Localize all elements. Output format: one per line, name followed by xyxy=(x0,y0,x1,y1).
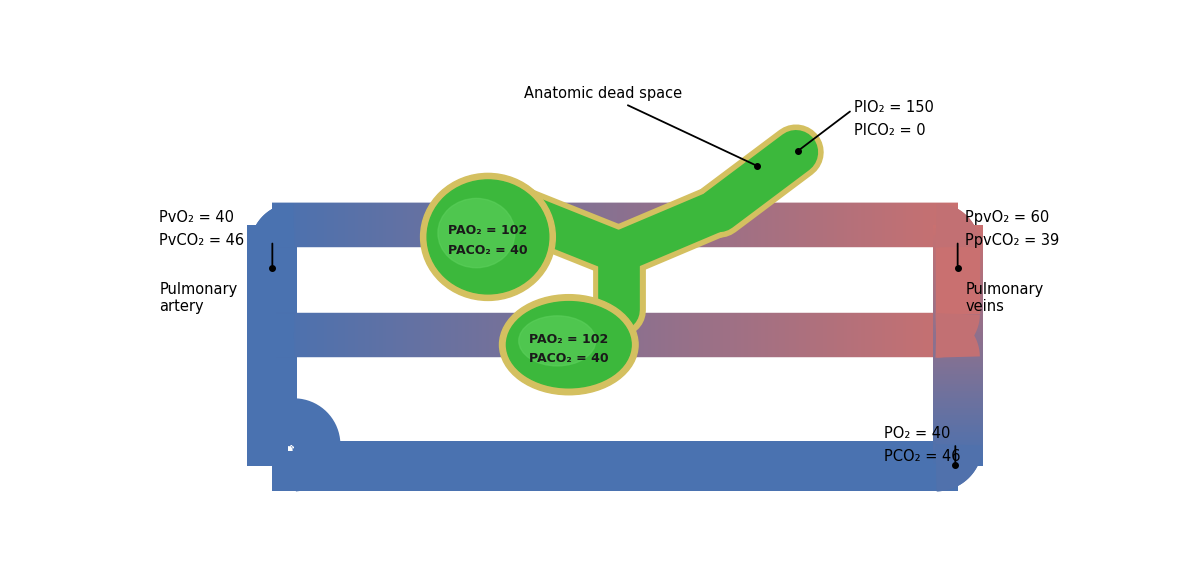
Ellipse shape xyxy=(518,316,595,366)
Text: PO₂ = 40: PO₂ = 40 xyxy=(884,426,950,440)
Ellipse shape xyxy=(438,199,515,267)
Text: PvCO₂ = 46: PvCO₂ = 46 xyxy=(160,233,245,248)
Text: PAO₂ = 102: PAO₂ = 102 xyxy=(529,333,608,346)
Bar xyxy=(288,241,942,320)
Text: Anatomic dead space: Anatomic dead space xyxy=(524,86,755,165)
Text: PpvO₂ = 60: PpvO₂ = 60 xyxy=(965,210,1050,225)
Text: PACO₂ = 40: PACO₂ = 40 xyxy=(448,244,528,257)
Text: PACO₂ = 40: PACO₂ = 40 xyxy=(529,352,608,365)
Text: Pulmonary
veins: Pulmonary veins xyxy=(965,282,1044,314)
Text: PAO₂ = 102: PAO₂ = 102 xyxy=(449,224,528,237)
Text: PCO₂ = 46: PCO₂ = 46 xyxy=(884,449,961,464)
Ellipse shape xyxy=(499,295,638,395)
Ellipse shape xyxy=(420,174,556,300)
Ellipse shape xyxy=(427,180,548,294)
Text: PvO₂ = 40: PvO₂ = 40 xyxy=(160,210,234,225)
Text: PIO₂ = 150: PIO₂ = 150 xyxy=(853,100,934,115)
Bar xyxy=(288,351,942,451)
Text: PpvCO₂ = 39: PpvCO₂ = 39 xyxy=(965,233,1060,248)
Ellipse shape xyxy=(506,302,631,388)
Text: Pulmonary
artery: Pulmonary artery xyxy=(160,282,238,314)
FancyBboxPatch shape xyxy=(287,239,943,321)
Text: PICO₂ = 0: PICO₂ = 0 xyxy=(853,123,925,138)
